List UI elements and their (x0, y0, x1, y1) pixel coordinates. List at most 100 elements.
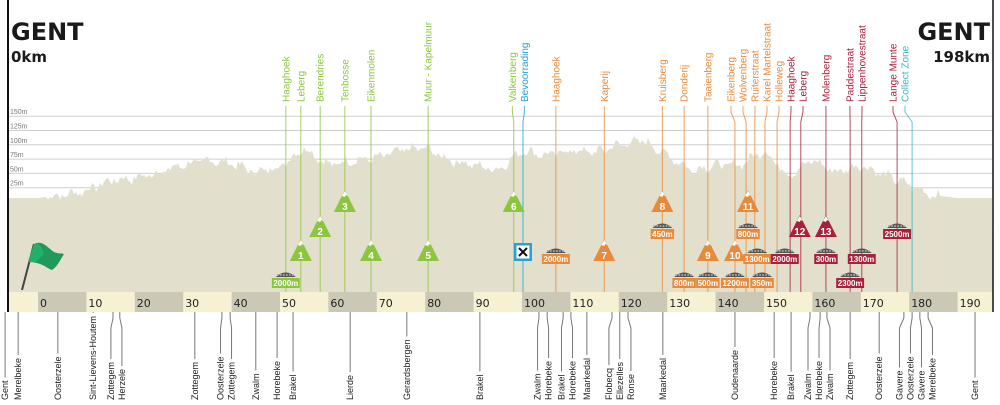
town: Horebeke (568, 312, 578, 400)
cobble-sector: 350m (750, 272, 774, 288)
climb-number: 4 (368, 251, 374, 262)
town-name: Gent (0, 380, 10, 400)
mountain-icon (359, 239, 382, 261)
cobblestone-icon (724, 272, 745, 277)
km-tick-label: 160 (814, 297, 835, 310)
town: Brakel (557, 312, 567, 400)
mountain-icon (723, 239, 746, 261)
cobble-length: 300m (816, 255, 836, 264)
town-name: Zwalm (803, 374, 813, 401)
town-name: Oosterzele (216, 356, 226, 400)
town: Herzele (117, 312, 127, 400)
town: Horebeke (272, 312, 282, 400)
climb-label: Bevoorrading (520, 43, 531, 292)
town-name: Merelbeke (927, 358, 937, 400)
town-name: Zottegem (190, 362, 200, 400)
km-tick-label: 10 (88, 297, 102, 310)
km-tick-label: 100 (524, 297, 545, 310)
town: Maarkedal (658, 312, 668, 400)
climb-label: Paddestraat (845, 48, 856, 292)
cobble-sector: 800m (736, 223, 760, 239)
town-name: Zottegem (845, 362, 855, 400)
climb-label: Lange Munte (888, 43, 899, 292)
town: Gerardsbergen (402, 312, 412, 400)
cobble-sector: 1300m (847, 248, 876, 264)
climb-name: Haaghoek (786, 55, 797, 102)
km-tick-label: 60 (330, 297, 344, 310)
cobblestone-icon (752, 272, 773, 277)
climb-name: Haaghoek (281, 55, 292, 102)
climb-name: Ruiterstraat (750, 50, 761, 102)
town: Oudenaarde (730, 312, 740, 400)
town: Zwalm (803, 312, 813, 400)
elevation-label: 25m (10, 181, 24, 188)
town: Zwalm (533, 312, 543, 400)
climb-number: 9 (705, 251, 711, 262)
km-tick-label: 50 (282, 297, 296, 310)
cobble-sector: 1200m (720, 272, 749, 288)
km-tick-label: 90 (476, 297, 490, 310)
mountain-icon (788, 215, 811, 237)
climb-label: Muur - Kapelmuur (424, 21, 435, 292)
cobble-length: 2000m (772, 255, 797, 264)
town-name: Horebeke (769, 361, 779, 400)
cobble-length: 800m (674, 279, 694, 288)
climb-label: Haaghoek (551, 55, 562, 292)
mountain-icon (502, 190, 525, 212)
town: Brakel (288, 312, 298, 400)
town-name: Zwalm (533, 374, 543, 401)
cobble-length: 1300m (745, 255, 770, 264)
km-band (618, 292, 668, 312)
mountain-icon (651, 190, 674, 212)
km-band (522, 292, 571, 312)
town: Zwalm (251, 312, 261, 400)
mountain-icon (289, 239, 312, 261)
climb-name: Eikenberg (726, 57, 737, 102)
climb-name: Muur - Kapelmuur (424, 21, 435, 102)
cobble-length: 800m (738, 230, 758, 239)
elevation-profile (8, 136, 993, 292)
climb-number: 5 (425, 251, 431, 262)
town: Gent (0, 312, 10, 400)
mountain-icon (417, 239, 440, 261)
town-name: Oosterzele (53, 356, 63, 400)
climb-marker: 10 (723, 239, 746, 262)
climb-label: Donderij (680, 65, 691, 292)
climb-name: Tenbosse (340, 59, 351, 102)
km-band (425, 292, 474, 312)
town: Merelbeke (13, 312, 23, 400)
cobble-length: 1300m (849, 255, 874, 264)
town-name: Brakel (475, 374, 485, 400)
km-band (134, 292, 184, 312)
town-name: Zwalm (251, 374, 261, 401)
climb-number: 12 (794, 227, 806, 238)
climb-marker: 5 (417, 239, 440, 262)
elevation-label: 100m (10, 138, 28, 145)
cobblestone-icon (738, 223, 759, 228)
town: Merelbeke (927, 312, 937, 400)
climb-marker: 3 (333, 190, 356, 213)
cobblestone-icon (545, 248, 566, 253)
cobble-length: 1200m (722, 279, 747, 288)
climb-label: Leberg (798, 71, 809, 292)
climb-label: Lippenhovestraat (857, 25, 868, 292)
km-band (328, 292, 377, 312)
climb-name: Eikenmolen (366, 50, 377, 102)
climb-name: Kruisberg (658, 59, 669, 102)
climb-number: 10 (729, 251, 741, 262)
town-name: Horebeke (814, 361, 824, 400)
climb-label: Kaperij (600, 71, 611, 292)
town-name: Gent (970, 380, 980, 400)
mountain-icon (814, 215, 837, 237)
cobble-sector: 800m (672, 272, 696, 288)
cobble-sector: 2000m (541, 248, 570, 264)
km-tick-label: 0 (40, 297, 47, 310)
climb-label: Haaghoek (281, 55, 292, 292)
town-name: Ronse (626, 374, 636, 400)
km-tick-label: 170 (863, 297, 884, 310)
elevation-label: 125m (10, 124, 28, 131)
town-name: Oosterzele (905, 356, 915, 400)
km-tick-label: 140 (718, 297, 739, 310)
climb-name: Valkenberg (508, 52, 519, 102)
mountain-icon (696, 239, 719, 261)
